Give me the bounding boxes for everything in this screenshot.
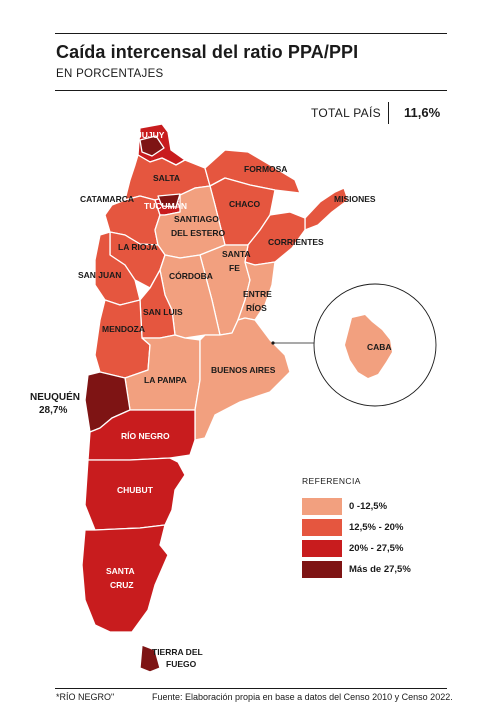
region-misiones[interactable] <box>304 187 349 231</box>
legend-swatch-darkest <box>302 561 342 578</box>
total-separator <box>388 102 389 124</box>
label-santa-cruz-2: CRUZ <box>110 580 134 590</box>
region-santa-cruz[interactable] <box>81 524 169 633</box>
legend-swatch-mid <box>302 519 342 536</box>
header-rule <box>55 90 447 91</box>
label-mendoza: MENDOZA <box>102 324 145 334</box>
legend-label: 20% - 27,5% <box>349 543 404 554</box>
label-rio-negro: RÍO NEGRO <box>121 431 170 441</box>
label-neuquen-value: 28,7% <box>39 405 67 416</box>
region-caba[interactable] <box>345 315 392 378</box>
legend-swatch-light <box>302 498 342 515</box>
legend-label: 0 -12,5% <box>349 501 388 512</box>
footer-source: Fuente: Elaboración propia en base a dat… <box>152 692 453 702</box>
footer-note: *RÍO NEGRO" <box>56 692 115 702</box>
label-santiago-2: DEL ESTERO <box>171 228 226 238</box>
label-santiago-1: SANTIAGO <box>174 214 219 224</box>
label-salta: SALTA <box>153 173 180 183</box>
label-catamarca: CATAMARCA <box>80 194 134 204</box>
label-chubut: CHUBUT <box>117 485 154 495</box>
label-san-juan: SAN JUAN <box>78 270 121 280</box>
legend-item: 12,5% - 20% <box>302 517 411 538</box>
total-label: TOTAL PAÍS <box>311 106 381 120</box>
legend-title: REFERENCIA <box>302 476 361 486</box>
label-santa-fe-1: SANTA <box>222 249 251 259</box>
total-value: 11,6% <box>404 105 441 120</box>
label-corrientes: CORRIENTES <box>268 237 324 247</box>
label-la-pampa: LA PAMPA <box>144 375 187 385</box>
page-subtitle: EN PORCENTAJES <box>56 68 164 80</box>
label-misiones: MISIONES <box>334 194 376 204</box>
top-rule <box>55 33 447 34</box>
legend-label: 12,5% - 20% <box>349 522 404 533</box>
page-title: Caída intercensal del ratio PPA/PPI <box>56 42 359 62</box>
label-jujuy: JUJUY <box>137 130 165 140</box>
legend-item: Más de 27,5% <box>302 559 411 580</box>
label-caba: CABA <box>367 342 392 352</box>
legend-item: 20% - 27,5% <box>302 538 411 559</box>
label-cordoba: CÓRDOBA <box>169 270 213 281</box>
label-tierra-2: FUEGO <box>166 659 197 669</box>
label-tucuman: TUCUMÁN <box>144 201 187 211</box>
label-tierra-1: TIERRA DEL <box>152 647 203 657</box>
region-buenos-aires[interactable] <box>194 317 291 441</box>
region-chubut[interactable] <box>84 457 186 531</box>
footer-rule <box>55 688 447 689</box>
legend-swatch-dark <box>302 540 342 557</box>
caba-connector-dot <box>271 341 275 345</box>
region-jujuy-core <box>139 135 165 157</box>
legend-label: Más de 27,5% <box>349 564 411 575</box>
label-san-luis: SAN LUIS <box>143 307 183 317</box>
label-formosa: FORMOSA <box>244 164 287 174</box>
label-la-rioja: LA RIOJA <box>118 242 157 252</box>
label-santa-cruz-1: SANTA <box>106 566 135 576</box>
label-neuquen-name: NEUQUÉN <box>30 390 80 403</box>
label-chaco: CHACO <box>229 199 261 209</box>
region-tucuman-core <box>157 193 181 208</box>
label-entre-rios-2: RÍOS <box>246 303 267 313</box>
region-tierra-del-fuego[interactable] <box>139 644 161 673</box>
legend-item: 0 -12,5% <box>302 496 411 517</box>
label-santa-fe-2: FE <box>229 263 240 273</box>
legend: REFERENCIA 0 -12,5% 12,5% - 20% 20% - 27… <box>302 476 411 580</box>
label-buenos-aires: BUENOS AIRES <box>211 365 276 375</box>
label-entre-rios-1: ENTRE <box>243 289 272 299</box>
